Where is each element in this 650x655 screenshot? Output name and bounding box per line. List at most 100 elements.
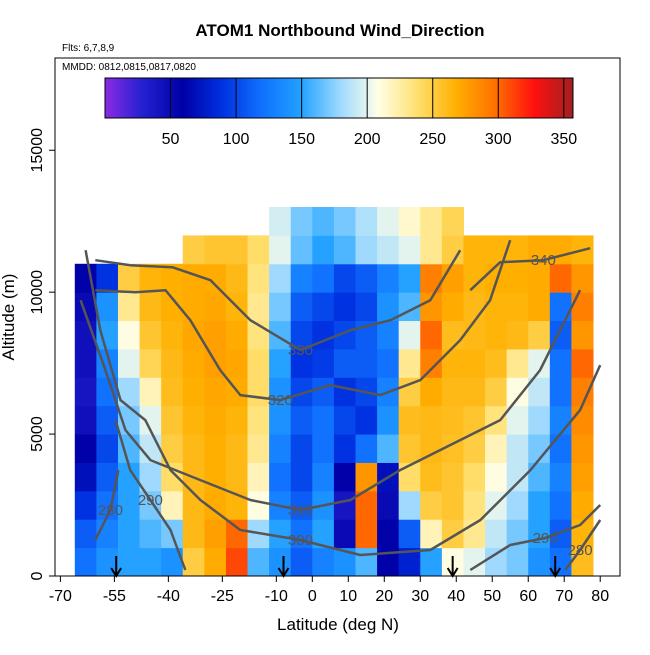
heat-cell xyxy=(398,462,421,492)
x-tick-label: 10 xyxy=(339,588,357,605)
colorbar-tick-label: 250 xyxy=(419,131,446,148)
heat-cell xyxy=(247,235,270,265)
colorbar-tick-label: 350 xyxy=(550,131,577,148)
contour-line xyxy=(95,249,462,352)
heat-cell xyxy=(355,405,378,435)
x-tick-label: 80 xyxy=(591,588,609,605)
y-tick-label: 10000 xyxy=(29,270,46,315)
y-tick-label: 0 xyxy=(29,571,46,580)
x-tick-label: -10 xyxy=(265,588,288,605)
heat-cell xyxy=(333,292,356,322)
heat-cell xyxy=(161,348,184,378)
heat-cell xyxy=(355,292,378,322)
heat-cell xyxy=(377,235,400,265)
heat-cell xyxy=(398,263,421,293)
contour-label: 310 xyxy=(288,502,313,519)
colorbar-tick-label: 300 xyxy=(485,131,512,148)
heat-cell xyxy=(333,434,356,463)
heat-cell xyxy=(204,405,227,435)
heat-cell xyxy=(377,263,400,293)
heat-cell xyxy=(355,462,378,492)
heat-cell xyxy=(117,377,141,407)
x-tick-label: -25 xyxy=(211,588,234,605)
heat-cell xyxy=(506,235,529,265)
x-axis-label: Latitude (deg N) xyxy=(277,615,399,634)
heat-cell xyxy=(528,263,551,293)
contour-label: 290 xyxy=(533,530,558,547)
heat-cell xyxy=(182,377,205,407)
heat-cell xyxy=(139,320,162,350)
contour-label: 290 xyxy=(138,492,163,509)
heat-cell xyxy=(74,377,97,407)
heat-cell xyxy=(485,519,508,549)
heat-cell xyxy=(269,405,292,435)
heat-cell xyxy=(247,547,270,577)
plot-frame xyxy=(54,57,621,577)
heat-cell xyxy=(247,434,270,463)
heat-cell xyxy=(571,462,594,492)
heat-cell xyxy=(441,405,464,435)
heat-cell xyxy=(377,490,400,520)
heat-cell xyxy=(290,377,313,407)
heat-cell xyxy=(441,320,464,350)
heat-cell xyxy=(161,292,184,322)
colorbar xyxy=(104,77,574,119)
heat-cell xyxy=(398,320,421,350)
heat-cell xyxy=(377,519,400,549)
heat-cell xyxy=(355,235,378,265)
heat-cell xyxy=(485,377,508,407)
heat-cell xyxy=(420,207,443,236)
heat-cell xyxy=(355,490,378,520)
heat-cell xyxy=(528,377,551,407)
heat-cell xyxy=(333,490,356,520)
heat-cell xyxy=(139,292,162,322)
heat-cell xyxy=(74,547,97,577)
heat-cell xyxy=(269,207,292,236)
heat-cell xyxy=(290,348,313,378)
y-axis-label: Altitude (m) xyxy=(0,274,18,361)
heat-cell xyxy=(161,547,184,577)
heat-cell xyxy=(571,490,594,520)
heat-cell xyxy=(225,263,249,293)
heat-cell xyxy=(485,547,508,577)
heat-cell xyxy=(312,263,335,293)
heat-cell xyxy=(117,519,141,549)
heat-cell xyxy=(312,348,335,378)
heat-cell xyxy=(204,519,227,549)
heat-cell xyxy=(398,434,421,463)
heat-cell xyxy=(204,320,227,350)
heat-cell xyxy=(182,405,205,435)
heat-cell xyxy=(74,434,97,463)
heat-cell xyxy=(420,377,443,407)
heat-cell xyxy=(204,292,227,322)
heat-cell xyxy=(182,434,205,463)
heat-cell xyxy=(139,547,162,577)
heat-cell xyxy=(463,377,486,407)
x-tick-label: 30 xyxy=(411,588,429,605)
heat-cell xyxy=(506,292,529,322)
heat-cell xyxy=(441,519,464,549)
heat-cell xyxy=(528,348,551,378)
heat-cell xyxy=(225,235,249,265)
heat-cell xyxy=(290,235,313,265)
heat-cell xyxy=(247,348,270,378)
heat-cell xyxy=(117,462,141,492)
heat-cell xyxy=(74,292,97,322)
heat-cell xyxy=(528,292,551,322)
heat-cell xyxy=(398,377,421,407)
heat-cell xyxy=(204,434,227,463)
contour-label: 340 xyxy=(531,252,556,269)
heat-cell xyxy=(312,434,335,463)
heat-cell xyxy=(290,434,313,463)
x-tick-label: -70 xyxy=(49,588,72,605)
heat-cell xyxy=(485,292,508,322)
heat-cell xyxy=(485,434,508,463)
heat-cell xyxy=(182,348,205,378)
heat-cell xyxy=(463,434,486,463)
heat-cell xyxy=(377,292,400,322)
heat-cell xyxy=(377,320,400,350)
heat-cell xyxy=(463,235,486,265)
heat-cell xyxy=(463,292,486,322)
heat-cell xyxy=(182,263,205,293)
heat-cell xyxy=(290,263,313,293)
